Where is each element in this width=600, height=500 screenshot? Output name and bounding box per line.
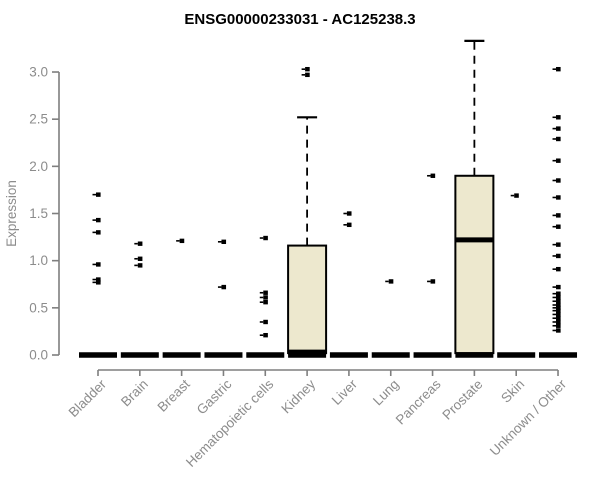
outlier-point: [556, 319, 561, 325]
outlier-point: [263, 295, 268, 300]
outlier-point: [556, 136, 561, 142]
outlier-point: [346, 222, 352, 228]
outlier-point: [556, 284, 561, 290]
outlier-point: [96, 230, 101, 235]
x-tick-label: Prostate: [439, 377, 485, 423]
outlier-point: [137, 241, 143, 246]
outlier-point: [556, 126, 561, 131]
x-tick-label: Skin: [498, 377, 527, 406]
outlier-point: [96, 277, 101, 282]
outlier-point: [96, 262, 101, 267]
outlier-point: [263, 235, 268, 241]
outlier-point: [556, 291, 561, 296]
x-tick-label: Brain: [118, 377, 151, 410]
outlier-point: [137, 256, 143, 261]
box-kidney: [287, 244, 328, 355]
y-tick-label: 0.0: [29, 348, 48, 363]
y-tick-label: 2.0: [29, 159, 48, 174]
outlier-point: [263, 319, 268, 325]
outlier-point: [430, 279, 436, 284]
y-tick-label: 3.0: [29, 65, 48, 80]
outlier-point: [556, 195, 561, 200]
outlier-point: [556, 158, 561, 163]
outlier-point: [556, 224, 561, 229]
zero-median-bar: [162, 352, 201, 358]
outlier-point: [556, 299, 561, 304]
outlier-point: [96, 280, 101, 285]
zero-median-bar: [497, 352, 536, 358]
zero-median-bar: [204, 352, 243, 358]
outlier-point: [263, 290, 268, 295]
outlier-point: [556, 242, 561, 247]
outlier-point: [556, 115, 561, 120]
outlier-point: [96, 192, 101, 197]
y-tick-label: 2.5: [29, 112, 48, 127]
outlier-point: [263, 299, 268, 305]
outlier-point: [556, 305, 561, 311]
x-tick-label: Liver: [329, 376, 361, 408]
x-tick-label: Bladder: [66, 376, 110, 420]
outlier-point: [221, 284, 227, 290]
zero-median-bar: [120, 352, 159, 358]
outlier-point: [556, 302, 561, 308]
outlier-point: [263, 332, 268, 338]
y-tick-label: 0.5: [29, 300, 48, 315]
outlier-point: [556, 316, 561, 321]
outlier-point: [305, 72, 310, 78]
outlier-point: [556, 266, 561, 272]
box-prostate: [454, 174, 495, 355]
outlier-point: [556, 328, 561, 333]
zero-median-bar: [329, 352, 368, 358]
x-tick-label: Unknown / Other: [487, 376, 570, 459]
x-tick-label: Kidney: [278, 376, 318, 416]
zero-median-bar: [79, 352, 117, 358]
zero-median-bar: [288, 352, 327, 358]
x-tick-label: Pancreas: [393, 376, 444, 427]
outlier-point: [556, 323, 561, 328]
outlier-point: [179, 238, 185, 244]
outlier-point: [556, 66, 561, 72]
outlier-point: [556, 312, 561, 317]
x-tick-label: Lung: [370, 377, 402, 409]
y-axis-title: Expression: [4, 180, 19, 247]
outlier-point: [514, 193, 519, 198]
outlier-point: [137, 263, 143, 268]
outlier-point: [556, 295, 561, 300]
outlier-point: [556, 213, 561, 218]
outlier-point: [556, 178, 561, 183]
zero-median-bar: [413, 352, 452, 358]
outlier-point: [556, 253, 561, 259]
zero-median-bar: [539, 352, 578, 358]
outlier-point: [305, 66, 310, 72]
x-tick-label: Breast: [155, 376, 193, 414]
zero-median-bar: [455, 352, 494, 358]
zero-median-bar: [371, 352, 410, 358]
outlier-point: [346, 211, 352, 216]
y-tick-label: 1.0: [29, 253, 48, 268]
outlier-point: [96, 217, 101, 223]
zero-median-bar: [246, 352, 285, 358]
outlier-point: [221, 239, 227, 245]
y-tick-label: 1.5: [29, 206, 48, 221]
outlier-point: [556, 308, 561, 313]
outlier-point: [430, 173, 436, 178]
x-tick-label: Gastric: [194, 376, 235, 417]
chart-title: ENSG00000233031 - AC125238.3: [184, 11, 415, 28]
outlier-point: [388, 279, 394, 284]
